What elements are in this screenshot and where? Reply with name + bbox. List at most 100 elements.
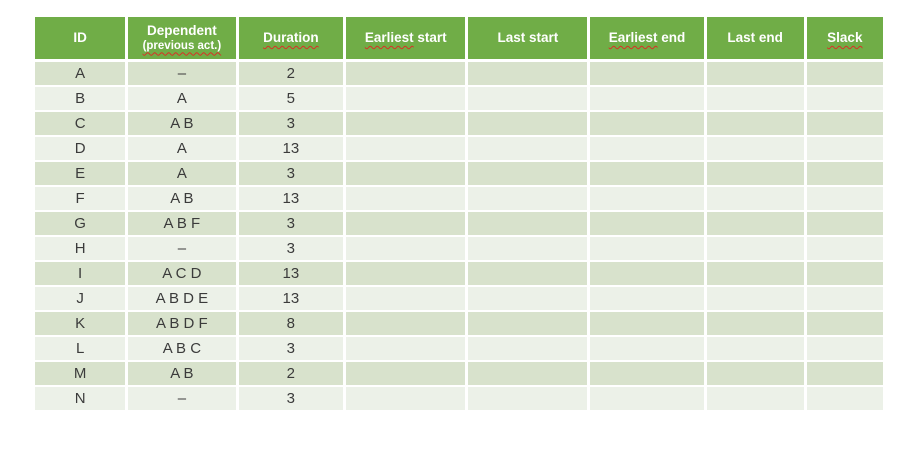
cell-id[interactable]: N bbox=[35, 387, 129, 412]
cell-id[interactable]: F bbox=[35, 187, 129, 212]
cell-last_end[interactable] bbox=[706, 187, 807, 212]
cell-dependent[interactable]: A B C bbox=[128, 337, 239, 362]
cell-last_start[interactable] bbox=[468, 187, 591, 212]
cell-id[interactable]: K bbox=[35, 312, 129, 337]
cell-slack[interactable] bbox=[806, 87, 883, 112]
cell-dependent[interactable]: A B bbox=[128, 362, 239, 387]
cell-earliest_start[interactable] bbox=[346, 387, 469, 412]
cell-earliest_start[interactable] bbox=[346, 137, 469, 162]
cell-last_end[interactable] bbox=[706, 262, 807, 287]
column-header-slack[interactable]: Slack bbox=[806, 17, 883, 62]
cell-last_start[interactable] bbox=[468, 212, 591, 237]
cell-earliest_start[interactable] bbox=[346, 212, 469, 237]
cell-last_end[interactable] bbox=[706, 312, 807, 337]
cell-last_start[interactable] bbox=[468, 362, 591, 387]
cell-dependent[interactable]: A B D F bbox=[128, 312, 239, 337]
cell-earliest_start[interactable] bbox=[346, 287, 469, 312]
cell-earliest_end[interactable] bbox=[590, 112, 707, 137]
cell-last_start[interactable] bbox=[468, 237, 591, 262]
cell-id[interactable]: I bbox=[35, 262, 129, 287]
cell-earliest_start[interactable] bbox=[346, 62, 469, 87]
cell-last_end[interactable] bbox=[706, 237, 807, 262]
cell-slack[interactable] bbox=[806, 112, 883, 137]
cell-duration[interactable]: 3 bbox=[238, 387, 347, 412]
column-header-duration[interactable]: Duration bbox=[238, 17, 347, 62]
cell-slack[interactable] bbox=[806, 362, 883, 387]
cell-id[interactable]: A bbox=[35, 62, 129, 87]
cell-last_end[interactable] bbox=[706, 162, 807, 187]
cell-dependent[interactable]: A B F bbox=[128, 212, 239, 237]
cell-last_end[interactable] bbox=[706, 87, 807, 112]
column-header-last_end[interactable]: Last end bbox=[706, 17, 807, 62]
cell-last_end[interactable] bbox=[706, 112, 807, 137]
cell-slack[interactable] bbox=[806, 162, 883, 187]
cell-dependent[interactable]: A B bbox=[128, 187, 239, 212]
cell-duration[interactable]: 2 bbox=[238, 362, 347, 387]
cell-last_end[interactable] bbox=[706, 387, 807, 412]
cell-duration[interactable]: 13 bbox=[238, 287, 347, 312]
cell-dependent[interactable]: A B bbox=[128, 112, 239, 137]
cell-id[interactable]: L bbox=[35, 337, 129, 362]
cell-earliest_end[interactable] bbox=[590, 287, 707, 312]
cell-duration[interactable]: 13 bbox=[238, 137, 347, 162]
cell-earliest_end[interactable] bbox=[590, 362, 707, 387]
cell-duration[interactable]: 13 bbox=[238, 187, 347, 212]
cell-slack[interactable] bbox=[806, 262, 883, 287]
cell-earliest_end[interactable] bbox=[590, 87, 707, 112]
cell-dependent[interactable]: A bbox=[128, 137, 239, 162]
cell-last_start[interactable] bbox=[468, 387, 591, 412]
cell-earliest_end[interactable] bbox=[590, 262, 707, 287]
cell-last_start[interactable] bbox=[468, 137, 591, 162]
cell-slack[interactable] bbox=[806, 287, 883, 312]
cell-last_start[interactable] bbox=[468, 287, 591, 312]
cell-slack[interactable] bbox=[806, 387, 883, 412]
cell-id[interactable]: H bbox=[35, 237, 129, 262]
cell-slack[interactable] bbox=[806, 187, 883, 212]
cell-dependent[interactable]: A bbox=[128, 162, 239, 187]
cell-last_end[interactable] bbox=[706, 337, 807, 362]
cell-earliest_end[interactable] bbox=[590, 312, 707, 337]
cell-slack[interactable] bbox=[806, 212, 883, 237]
cell-slack[interactable] bbox=[806, 312, 883, 337]
cell-last_start[interactable] bbox=[468, 87, 591, 112]
cell-last_end[interactable] bbox=[706, 137, 807, 162]
cell-earliest_start[interactable] bbox=[346, 262, 469, 287]
column-header-earliest_start[interactable]: Earliest start bbox=[346, 17, 469, 62]
cell-earliest_end[interactable] bbox=[590, 387, 707, 412]
cell-earliest_end[interactable] bbox=[590, 62, 707, 87]
column-header-last_start[interactable]: Last start bbox=[468, 17, 591, 62]
cell-earliest_start[interactable] bbox=[346, 362, 469, 387]
cell-dependent[interactable]: A C D bbox=[128, 262, 239, 287]
cell-dependent[interactable]: A bbox=[128, 87, 239, 112]
cell-slack[interactable] bbox=[806, 237, 883, 262]
cell-slack[interactable] bbox=[806, 62, 883, 87]
cell-id[interactable]: B bbox=[35, 87, 129, 112]
cell-last_start[interactable] bbox=[468, 312, 591, 337]
cell-duration[interactable]: 3 bbox=[238, 237, 347, 262]
cell-duration[interactable]: 13 bbox=[238, 262, 347, 287]
cell-id[interactable]: G bbox=[35, 212, 129, 237]
cell-slack[interactable] bbox=[806, 137, 883, 162]
cell-id[interactable]: D bbox=[35, 137, 129, 162]
column-header-id[interactable]: ID bbox=[35, 17, 129, 62]
cell-earliest_start[interactable] bbox=[346, 237, 469, 262]
cell-dependent[interactable]: – bbox=[128, 62, 239, 87]
cell-last_start[interactable] bbox=[468, 162, 591, 187]
cell-last_end[interactable] bbox=[706, 362, 807, 387]
cell-last_start[interactable] bbox=[468, 112, 591, 137]
cell-earliest_start[interactable] bbox=[346, 187, 469, 212]
cell-earliest_start[interactable] bbox=[346, 312, 469, 337]
cell-last_end[interactable] bbox=[706, 212, 807, 237]
cell-last_start[interactable] bbox=[468, 62, 591, 87]
cell-earliest_start[interactable] bbox=[346, 87, 469, 112]
cell-duration[interactable]: 3 bbox=[238, 212, 347, 237]
cell-dependent[interactable]: A B D E bbox=[128, 287, 239, 312]
cell-id[interactable]: M bbox=[35, 362, 129, 387]
cell-duration[interactable]: 2 bbox=[238, 62, 347, 87]
cell-duration[interactable]: 3 bbox=[238, 337, 347, 362]
cell-earliest_start[interactable] bbox=[346, 162, 469, 187]
cell-dependent[interactable]: – bbox=[128, 237, 239, 262]
cell-last_start[interactable] bbox=[468, 262, 591, 287]
cell-id[interactable]: E bbox=[35, 162, 129, 187]
column-header-dependent[interactable]: Dependent (previous act.) bbox=[128, 17, 239, 62]
